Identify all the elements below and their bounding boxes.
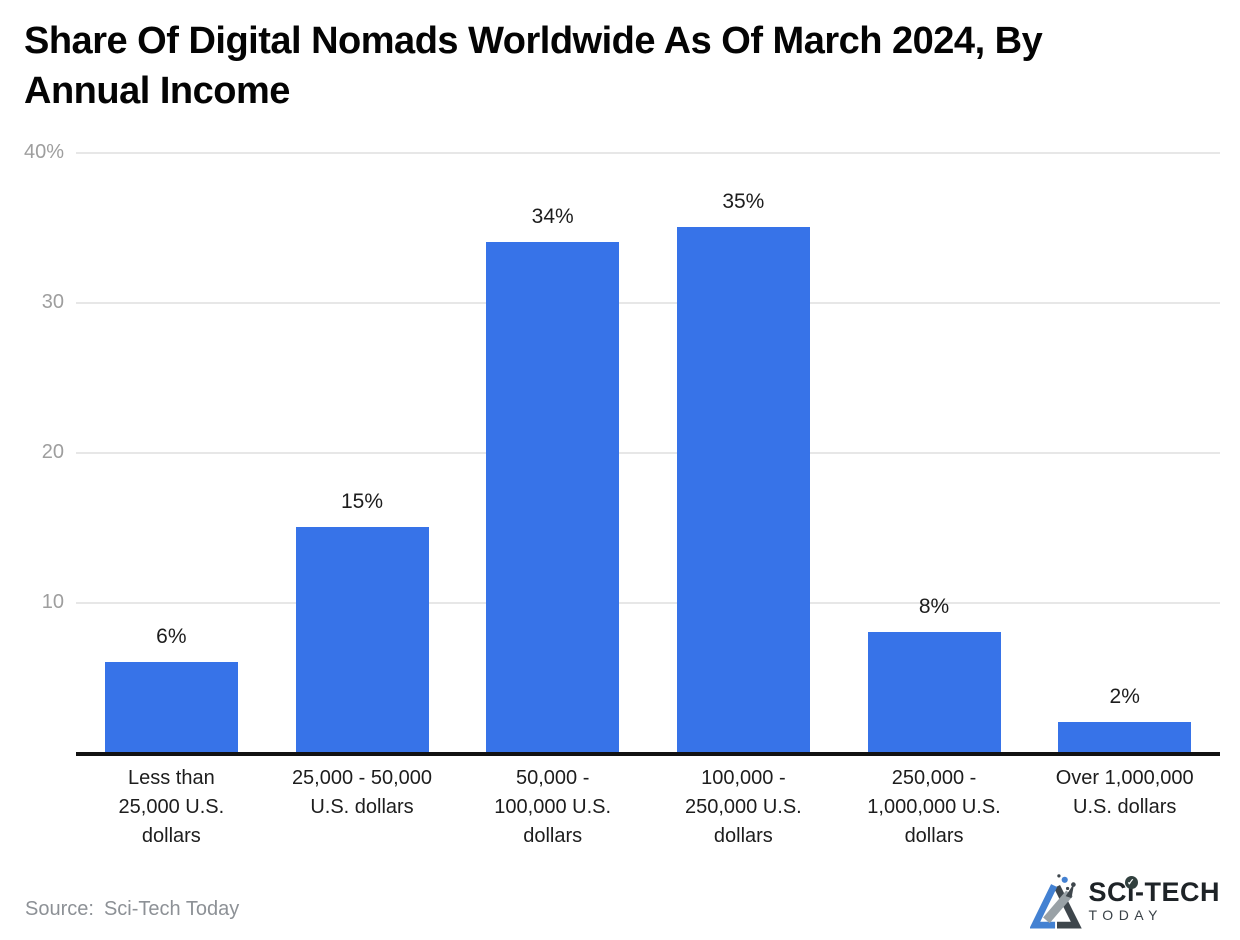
logo-title: SCi-TECH ✓: [1088, 876, 1221, 907]
bar-group: 34%: [457, 152, 648, 752]
bar: [1058, 722, 1192, 752]
logo-text: SCi-TECH ✓ TODAY: [1088, 876, 1221, 924]
bar-value-label: 35%: [722, 190, 765, 213]
bar-value-label: 6%: [156, 625, 187, 648]
bars-container: 6% 15% 34% 35% 8% 2%: [76, 152, 1220, 752]
y-tick-label: 40%: [23, 141, 64, 163]
source-name: Sci-Tech Today: [103, 898, 240, 920]
x-tick-label: 250,000 - 1,000,000 U.S. dollars: [867, 767, 1001, 847]
logo-title-text: SCi-TECH: [1088, 877, 1220, 907]
y-tick-label: 10: [41, 591, 64, 613]
bar-value-label: 34%: [531, 205, 574, 228]
x-tick-label: 25,000 - 50,000 U.S. dollars: [291, 767, 433, 818]
bar-group: 2%: [1029, 152, 1220, 752]
source-line: Source: Sci-Tech Today: [25, 896, 239, 922]
gridline: [76, 302, 1220, 304]
x-tick-label: Less than 25,000 U.S. dollars: [118, 767, 225, 847]
y-tick-label: 20: [41, 441, 64, 463]
y-tick-label: 30: [41, 291, 64, 313]
check-circle-icon: ✓: [1124, 876, 1138, 889]
bar-group: 6%: [76, 152, 267, 752]
chart-title: Share Of Digital Nomads Worldwide As Of …: [24, 20, 1043, 112]
gridline: [76, 452, 1220, 454]
gridline: [76, 152, 1220, 154]
bar-group: 35%: [648, 152, 839, 752]
bar: [295, 527, 429, 752]
triangle-rocket-icon: [1029, 874, 1082, 929]
sci-tech-today-logo: SCi-TECH ✓ TODAY: [1029, 873, 1221, 929]
x-tick-label: 100,000 - 250,000 U.S. dollars: [684, 767, 802, 847]
bar-value-label: 2%: [1109, 685, 1140, 708]
x-tick-label: Over 1,000,000 U.S. dollars: [1055, 767, 1194, 818]
gridline: [76, 602, 1220, 604]
bar-group: 15%: [267, 152, 458, 752]
bar-value-label: 15%: [340, 490, 384, 513]
logo-subtitle: TODAY: [1088, 907, 1163, 923]
bar: [104, 662, 238, 752]
bar: [676, 227, 810, 752]
x-axis-labels: Less than 25,000 U.S. dollars 25,000 - 5…: [76, 764, 1220, 851]
bar: [867, 632, 1001, 752]
source-label: Source:: [25, 898, 94, 920]
bar: [486, 242, 620, 752]
bar-group: 8%: [839, 152, 1030, 752]
plot-area: 40% 30 20 10 6% 15% 34%: [24, 141, 1220, 756]
bar-value-label: 8%: [918, 595, 950, 618]
x-axis-line: [76, 752, 1220, 756]
x-tick-label: 50,000 - 100,000 U.S. dollars: [494, 767, 612, 847]
